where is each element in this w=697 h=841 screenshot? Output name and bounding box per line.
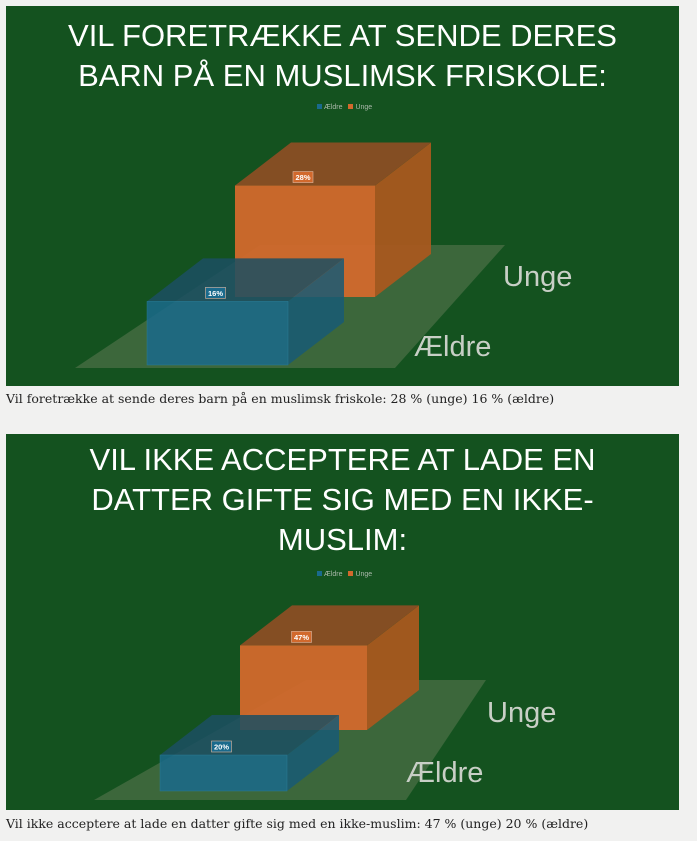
- chart-title: VIL IKKE ACCEPTERE AT LADE EN DATTER GIF…: [6, 440, 679, 560]
- data-label-1: 28%: [295, 173, 310, 182]
- legend-label: Unge: [355, 104, 373, 111]
- bar-side-1: [367, 605, 419, 730]
- title-line: BARN PÅ EN MUSLIMSK FRISKOLE:: [78, 58, 607, 93]
- legend-swatch-aeldre: [316, 104, 322, 109]
- bar-top-1: [235, 142, 431, 186]
- legend-label: Unge: [355, 571, 373, 578]
- caption-2: Vil ikke acceptere at lade en datter gif…: [6, 816, 589, 831]
- bar-Ældre: [146, 301, 289, 366]
- bar-top-0: [147, 258, 344, 302]
- title-line: DATTER GIFTE SIG MED EN IKKE-: [91, 482, 594, 517]
- data-label-1: 47%: [294, 633, 309, 642]
- bar-top-1: [240, 605, 419, 646]
- chart-svg: Ældre Unge 28% 16%: [75, 142, 572, 368]
- bar-Ældre: [159, 754, 288, 792]
- chart-panel-1: Ældre Unge 28% 16% VIL FORETRÆKKE AT SENDE …: [6, 6, 679, 386]
- category-label-0: Ældre: [406, 757, 483, 789]
- bar-top-0: [160, 715, 339, 755]
- legend: Ældre Unge: [6, 103, 679, 112]
- chart-panel-2: Ældre Unge 47% 20% VIL IKKE ACCEPTERE AT LA…: [6, 434, 679, 810]
- legend-label: Ældre: [323, 571, 343, 578]
- data-label-box-1: [291, 631, 312, 643]
- legend-label: Ældre: [323, 104, 343, 111]
- title-line: VIL FORETRÆKKE AT SENDE DERES: [68, 18, 617, 53]
- caption-1: Vil foretrække at sende deres barn på en…: [6, 391, 555, 406]
- data-label-box-0: [211, 740, 232, 753]
- legend-swatch-unge: [348, 104, 354, 109]
- legend-swatch-aeldre: [316, 571, 322, 576]
- category-label-0: Ældre: [414, 331, 491, 363]
- data-label-0: 20%: [214, 743, 229, 752]
- category-label-1: Unge: [487, 697, 556, 729]
- bar-side-0: [287, 715, 339, 791]
- bar-side-0: [288, 258, 344, 365]
- data-label-box-0: [205, 287, 226, 299]
- chart-title: VIL FORETRÆKKE AT SENDE DERES BARN PÅ EN…: [6, 16, 679, 96]
- data-label-0: 16%: [208, 289, 223, 298]
- data-label-box-1: [292, 171, 314, 183]
- title-line: MUSLIM:: [277, 522, 408, 557]
- bar-side-1: [375, 142, 431, 297]
- category-label-1: Unge: [503, 261, 572, 293]
- title-line: VIL IKKE ACCEPTERE AT LADE EN: [89, 442, 596, 477]
- legend: Ældre Unge: [6, 570, 679, 579]
- legend-swatch-unge: [348, 571, 354, 576]
